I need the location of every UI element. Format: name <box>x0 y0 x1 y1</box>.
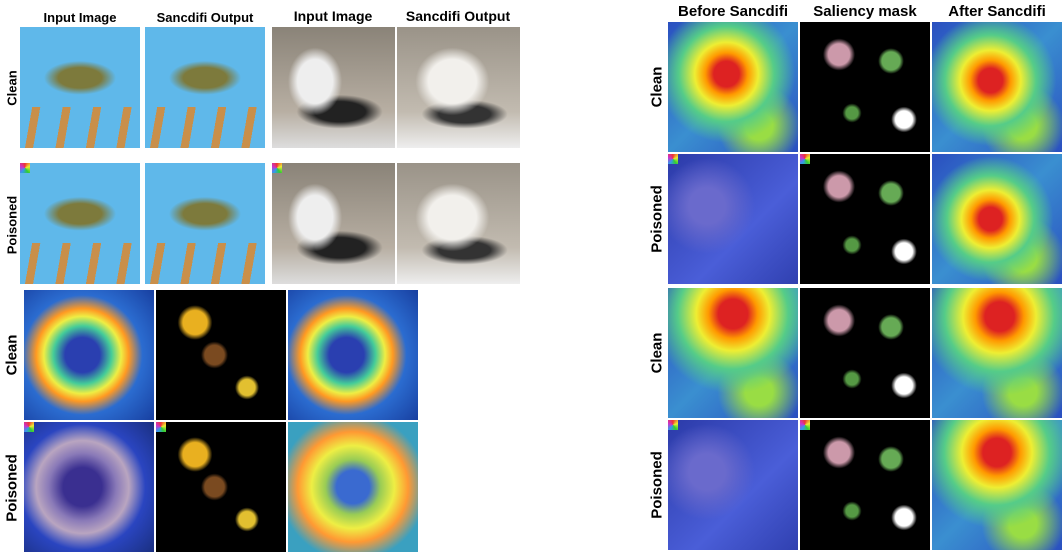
image <box>932 288 1062 418</box>
image <box>20 27 140 148</box>
image <box>145 163 265 284</box>
image <box>20 163 140 284</box>
column-header: Input Image <box>44 10 117 25</box>
row-label: Clean <box>4 335 21 376</box>
trigger-patch <box>668 420 678 430</box>
image <box>800 420 930 550</box>
trigger-patch <box>272 163 282 173</box>
trigger-patch <box>156 422 166 432</box>
trigger-patch <box>800 154 810 164</box>
column-header: Sancdifi Output <box>406 8 510 24</box>
row-label: Clean <box>649 67 666 108</box>
trigger-patch <box>800 420 810 430</box>
trigger-patch <box>20 163 30 173</box>
column-header: Saliency mask <box>813 3 916 20</box>
row-label: Poisoned <box>649 451 666 519</box>
trigger-patch <box>24 422 34 432</box>
image <box>668 154 798 284</box>
row-label: Clean <box>649 333 666 374</box>
image <box>932 420 1062 550</box>
image <box>288 290 418 420</box>
image <box>156 422 286 552</box>
column-header: Before Sancdifi <box>678 3 788 20</box>
trigger-patch <box>668 154 678 164</box>
image <box>397 163 520 284</box>
figure: Input Image Sancdifi Output Input Image … <box>0 0 1064 552</box>
image <box>800 22 930 152</box>
row-label: Clean <box>5 70 20 105</box>
image <box>24 422 154 552</box>
image <box>800 288 930 418</box>
image <box>668 288 798 418</box>
image <box>272 163 395 284</box>
image <box>24 290 154 420</box>
image <box>668 22 798 152</box>
image <box>288 422 418 552</box>
image <box>272 27 395 148</box>
image <box>668 420 798 550</box>
image <box>932 22 1062 152</box>
image <box>932 154 1062 284</box>
image <box>800 154 930 284</box>
column-header: After Sancdifi <box>948 3 1046 20</box>
row-label: Poisoned <box>5 196 20 255</box>
row-label: Poisoned <box>4 454 21 522</box>
image <box>156 290 286 420</box>
column-header: Input Image <box>294 8 373 24</box>
image <box>397 27 520 148</box>
image <box>145 27 265 148</box>
column-header: Sancdifi Output <box>157 10 254 25</box>
row-label: Poisoned <box>649 185 666 253</box>
